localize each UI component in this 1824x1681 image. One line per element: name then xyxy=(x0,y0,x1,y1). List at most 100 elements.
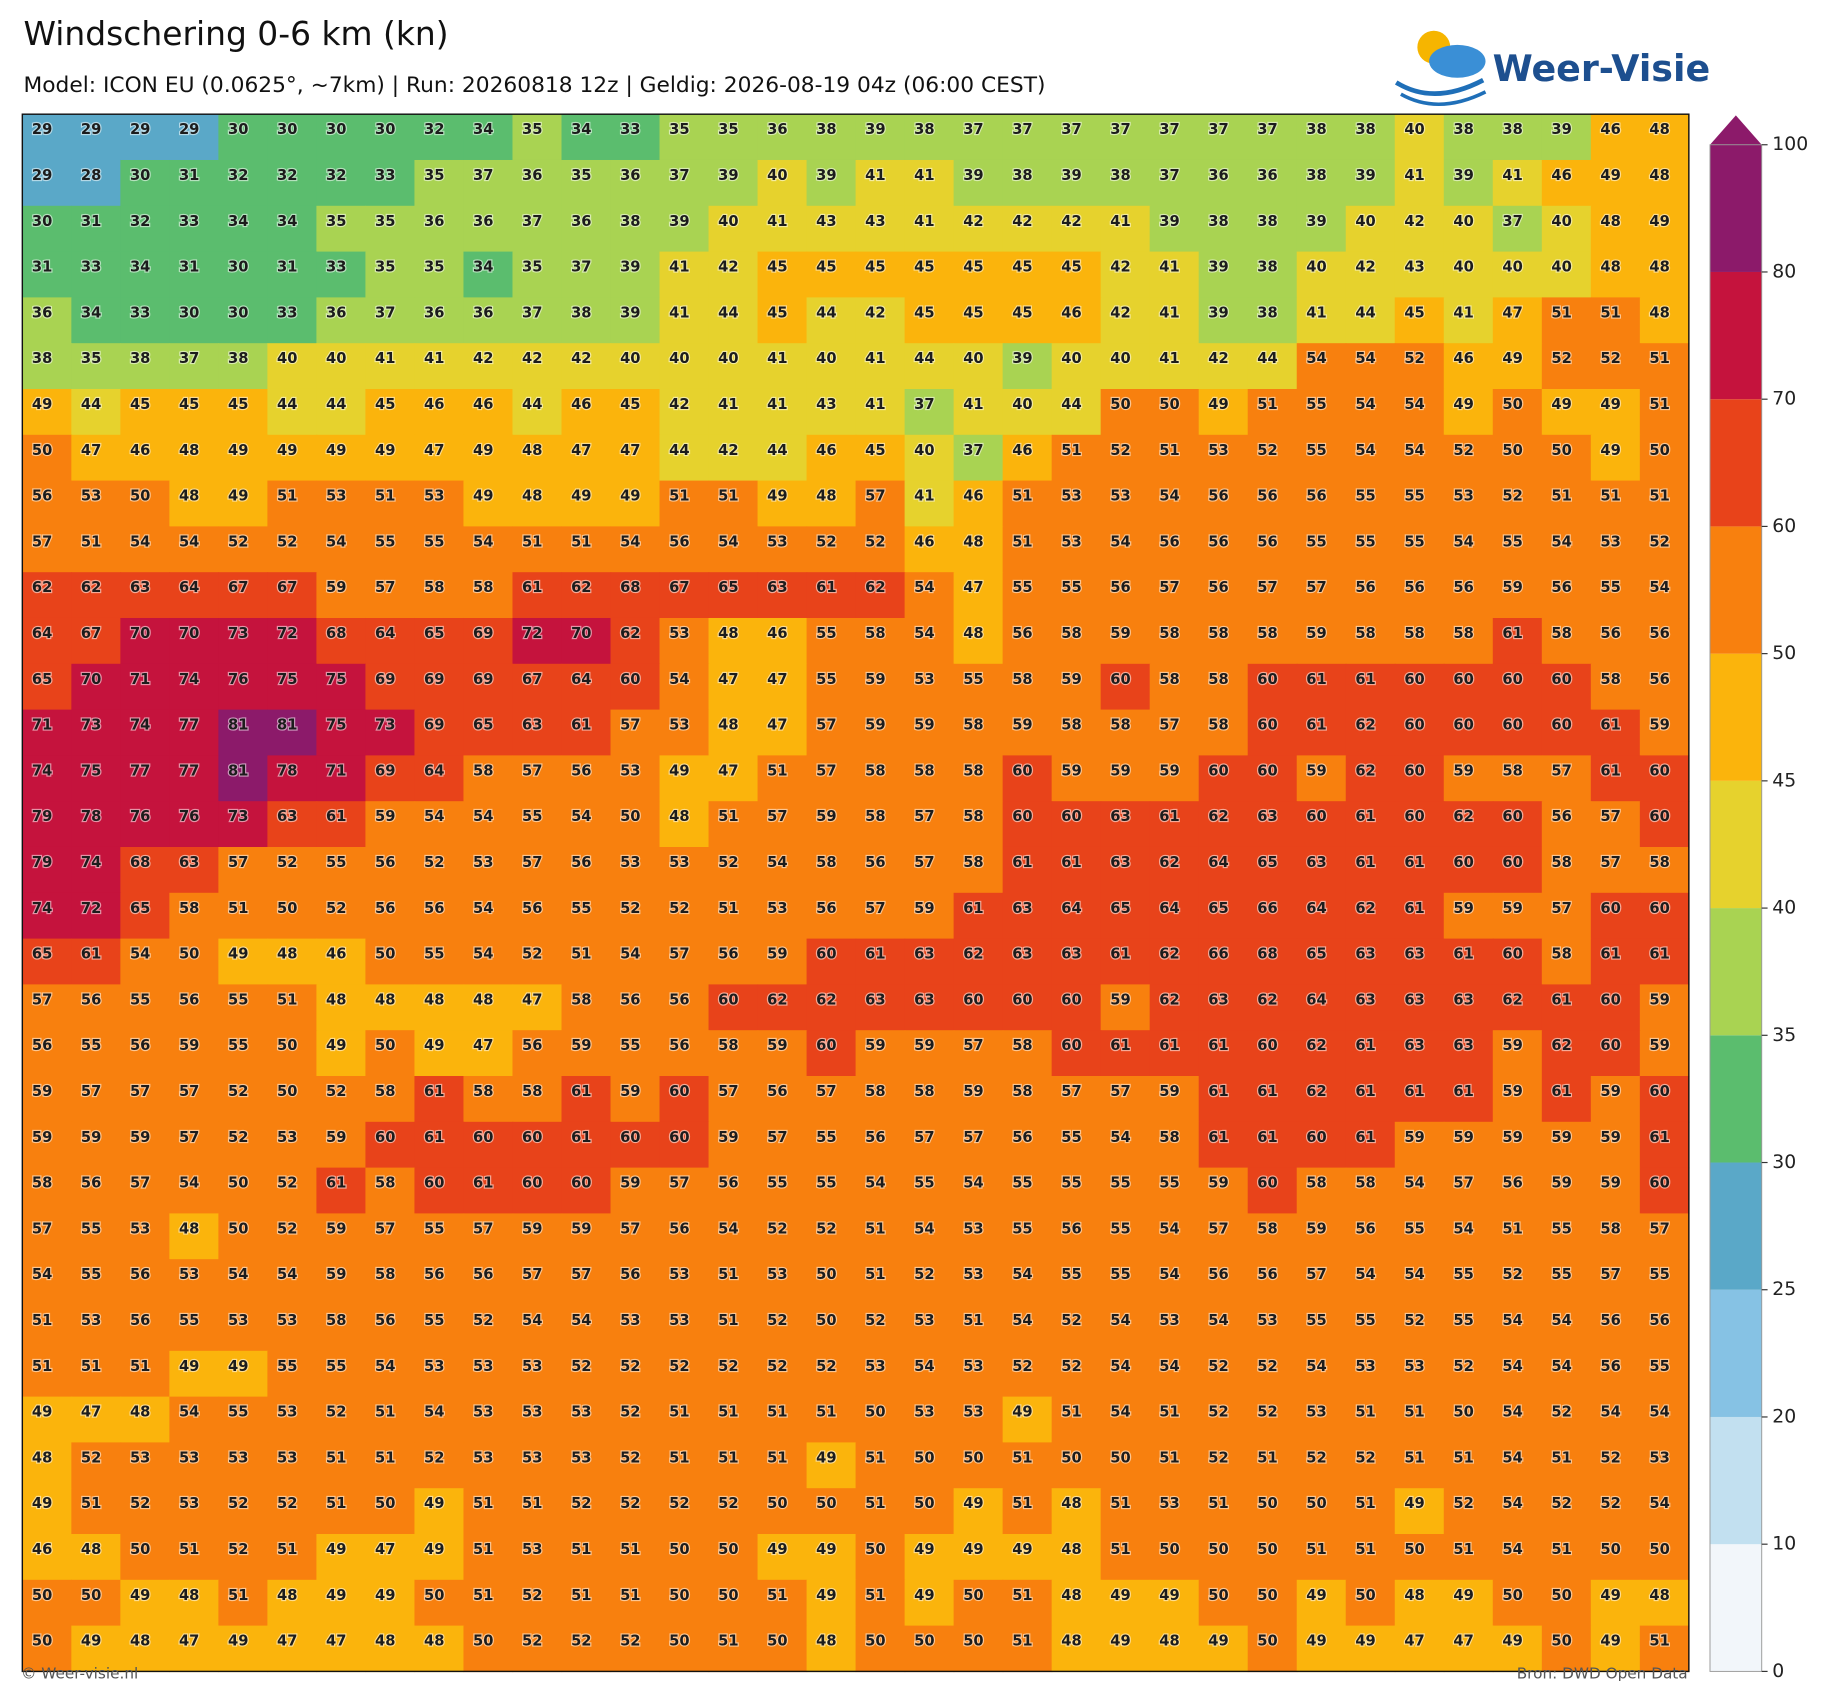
value-label: 53 xyxy=(326,488,346,505)
field-cell xyxy=(659,892,710,940)
colorbar-band xyxy=(1710,526,1762,654)
value-label: 40 xyxy=(816,350,836,367)
field-cell xyxy=(561,572,612,619)
field-cell xyxy=(22,480,73,528)
field-cell xyxy=(1443,709,1494,757)
value-label: 57 xyxy=(32,533,52,550)
value-label: 55 xyxy=(522,808,542,825)
field-cell xyxy=(561,343,612,390)
field-cell xyxy=(414,801,465,848)
field-cell xyxy=(1345,984,1396,1031)
field-cell xyxy=(365,755,416,802)
field-cell xyxy=(512,526,563,573)
value-label: 61 xyxy=(1159,1037,1179,1054)
value-label: 39 xyxy=(620,304,640,321)
value-label: 39 xyxy=(816,167,836,184)
field-cell xyxy=(855,755,906,802)
value-label: 46 xyxy=(1453,350,1473,367)
field-cell xyxy=(414,434,465,482)
value-label: 53 xyxy=(571,1449,591,1466)
value-label: 50 xyxy=(1502,442,1522,459)
field-cell xyxy=(1345,114,1396,161)
value-label: 49 xyxy=(1551,396,1571,413)
field-cell xyxy=(1492,343,1543,390)
field-cell xyxy=(218,434,269,482)
value-label: 56 xyxy=(1649,625,1669,642)
value-label: 53 xyxy=(914,671,934,688)
value-label: 73 xyxy=(81,717,101,734)
field-cell xyxy=(120,434,171,482)
value-label: 52 xyxy=(1208,1358,1228,1375)
field-cell xyxy=(169,297,220,344)
value-label: 50 xyxy=(375,1495,395,1512)
value-label: 45 xyxy=(865,259,885,276)
value-label: 51 xyxy=(1551,304,1571,321)
field-cell xyxy=(1002,526,1053,573)
value-label: 65 xyxy=(718,579,738,596)
field-cell xyxy=(757,159,808,207)
field-cell xyxy=(1051,159,1102,207)
value-label: 32 xyxy=(130,213,150,230)
field-cell xyxy=(1247,388,1298,436)
value-label: 53 xyxy=(130,1449,150,1466)
field-cell xyxy=(757,526,808,573)
value-label: 61 xyxy=(1649,946,1669,963)
field-cell xyxy=(1492,526,1543,573)
value-label: 41 xyxy=(1502,167,1522,184)
value-label: 58 xyxy=(179,900,199,917)
field-cell xyxy=(71,297,122,344)
colorbar-band xyxy=(1710,1035,1762,1163)
field-cell xyxy=(1296,434,1347,482)
value-label: 54 xyxy=(130,946,150,963)
value-label: 48 xyxy=(1649,1587,1669,1604)
value-label: 36 xyxy=(620,167,640,184)
value-label: 36 xyxy=(424,213,444,230)
value-label: 55 xyxy=(1404,488,1424,505)
value-label: 71 xyxy=(130,671,150,688)
field-cell xyxy=(316,617,367,665)
value-label: 54 xyxy=(1355,442,1375,459)
value-label: 50 xyxy=(424,1587,444,1604)
value-label: 49 xyxy=(473,442,493,459)
field-cell xyxy=(169,526,220,573)
value-label: 42 xyxy=(669,396,689,413)
value-label: 45 xyxy=(179,396,199,413)
value-label: 59 xyxy=(1453,900,1473,917)
field-cell xyxy=(757,480,808,528)
value-label: 58 xyxy=(1502,762,1522,779)
field-cell xyxy=(218,159,269,207)
value-label: 50 xyxy=(1502,1587,1522,1604)
value-label: 52 xyxy=(1551,1495,1571,1512)
field-cell xyxy=(365,388,416,436)
value-label: 51 xyxy=(1649,488,1669,505)
value-label: 56 xyxy=(1404,579,1424,596)
field-cell xyxy=(1296,984,1347,1031)
field-cell xyxy=(561,938,612,986)
field-cell xyxy=(1443,1030,1494,1077)
value-label: 52 xyxy=(522,946,542,963)
value-label: 65 xyxy=(1208,900,1228,917)
value-label: 54 xyxy=(571,1312,591,1329)
field-cell xyxy=(904,846,955,894)
value-label: 51 xyxy=(1208,1495,1228,1512)
field-cell xyxy=(1296,801,1347,848)
field-cell xyxy=(1639,617,1690,665)
field-cell xyxy=(120,297,171,344)
field-cell xyxy=(659,388,710,436)
value-label: 40 xyxy=(277,350,297,367)
field-cell xyxy=(512,892,563,940)
value-label: 49 xyxy=(228,946,248,963)
value-label: 55 xyxy=(228,991,248,1008)
value-label: 46 xyxy=(767,625,787,642)
value-label: 50 xyxy=(1257,1495,1277,1512)
value-label: 60 xyxy=(1012,991,1032,1008)
value-label: 49 xyxy=(1110,1633,1130,1650)
field-cell xyxy=(1492,572,1543,619)
value-label: 35 xyxy=(522,121,542,138)
value-label: 54 xyxy=(1551,1358,1571,1375)
field-cell xyxy=(365,663,416,711)
value-label: 41 xyxy=(718,396,738,413)
value-label: 56 xyxy=(865,854,885,871)
value-label: 42 xyxy=(1110,259,1130,276)
value-label: 58 xyxy=(1208,625,1228,642)
